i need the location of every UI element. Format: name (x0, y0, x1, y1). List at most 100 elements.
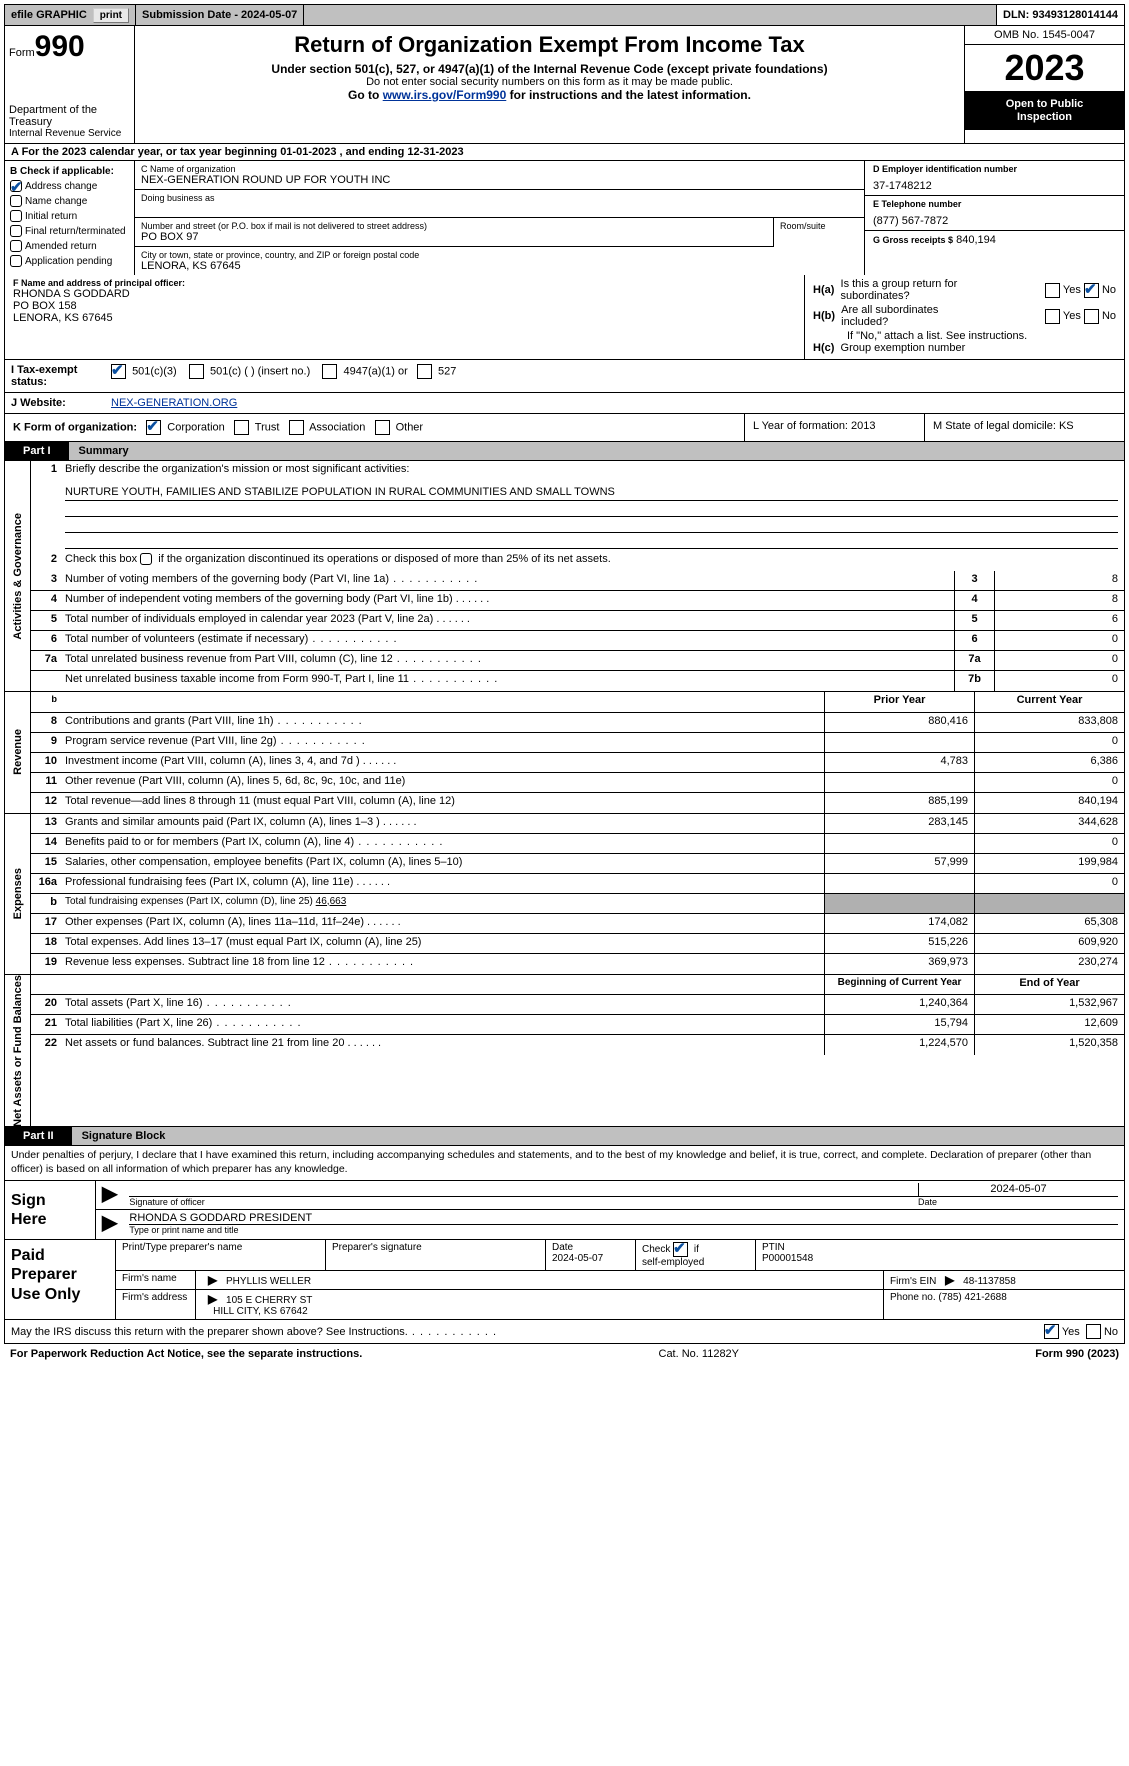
chk-final-return[interactable]: Final return/terminated (10, 224, 129, 239)
rev-line12: Total revenue—add lines 8 through 11 (mu… (61, 793, 824, 813)
part-i-tag: Part I (5, 442, 69, 460)
exp-line14: Benefits paid to or for members (Part IX… (61, 834, 824, 853)
dba-row: Doing business as (135, 190, 864, 218)
phone-value: (877) 567-7872 (873, 209, 1116, 227)
part-ii-tag: Part II (5, 1127, 72, 1145)
header-mid: Return of Organization Exempt From Incom… (135, 26, 964, 143)
col-b-checkboxes: B Check if applicable: Address change Na… (5, 161, 135, 275)
print-button[interactable]: print (93, 8, 129, 23)
chk-other[interactable] (375, 420, 390, 435)
part-i-header: Part I Summary (4, 442, 1125, 461)
chk-trust[interactable] (234, 420, 249, 435)
pra-notice: For Paperwork Reduction Act Notice, see … (10, 1348, 362, 1360)
org-address: PO BOX 97 (141, 231, 767, 243)
form990-link[interactable]: www.irs.gov/Form990 (383, 88, 507, 102)
chk-527[interactable] (417, 364, 432, 379)
rev-line8: Contributions and grants (Part VIII, lin… (61, 713, 824, 732)
chk-amended-return[interactable]: Amended return (10, 239, 129, 254)
hb-no-checkbox[interactable] (1084, 309, 1099, 324)
firm-addr: ▶ 105 E CHERRY ST HILL CITY, KS 67642 (196, 1290, 884, 1319)
chk-corporation[interactable] (146, 420, 161, 435)
line5-text: Total number of individuals employed in … (61, 611, 954, 630)
efile-label: efile GRAPHIC print (5, 5, 136, 25)
preparer-name-lbl: Print/Type preparer's name (116, 1240, 326, 1270)
bal-line21: Total liabilities (Part X, line 26) (61, 1015, 824, 1034)
hdr-begin-year: Beginning of Current Year (824, 975, 974, 994)
firm-ein: Firm's EIN ▶ 48-1137858 (884, 1271, 1124, 1289)
row-j-website: J Website: NEX-GENERATION.ORG (4, 393, 1125, 414)
chk-discuss-yes[interactable] (1044, 1324, 1059, 1339)
arrow-icon: ▶ (96, 1210, 123, 1237)
part-ii-title: Signature Block (72, 1127, 1124, 1145)
chk-address-change[interactable]: Address change (10, 179, 129, 194)
section-bcdeg: B Check if applicable: Address change Na… (4, 161, 1125, 275)
row-l-formation: L Year of formation: 2013 (744, 414, 924, 441)
chk-association[interactable] (289, 420, 304, 435)
line3-text: Number of voting members of the governin… (61, 571, 954, 590)
col-c: C Name of organization NEX-GENERATION RO… (135, 161, 864, 275)
firm-name-lbl: Firm's name (116, 1271, 196, 1289)
chk-discuss-no[interactable] (1086, 1324, 1101, 1339)
chk-self-employed[interactable] (673, 1242, 688, 1257)
website-link[interactable]: NEX-GENERATION.ORG (111, 397, 237, 409)
col-h-group: H(a) Is this a group return forsubordina… (804, 275, 1124, 359)
open-to-public: Open to PublicInspection (965, 92, 1124, 130)
line2-text: Check this box if the organization disco… (61, 551, 1124, 571)
ein-row: D Employer identification number 37-1748… (865, 161, 1124, 196)
dln: DLN: 93493128014144 (997, 5, 1124, 25)
line-a-tax-year: A For the 2023 calendar year, or tax yea… (4, 144, 1125, 161)
line4-val: 8 (994, 591, 1124, 610)
submission-date: Submission Date - 2024-05-07 (136, 5, 304, 25)
col-f-officer: F Name and address of principal officer:… (5, 275, 804, 359)
part-ii-header: Part II Signature Block (4, 1127, 1125, 1146)
topbar-spacer (304, 5, 997, 25)
bal-line22: Net assets or fund balances. Subtract li… (61, 1035, 824, 1055)
chk-discontinued[interactable] (140, 553, 152, 565)
hb-yes-checkbox[interactable] (1045, 309, 1060, 324)
header-left: Form990 Department of the Treasury Inter… (5, 26, 135, 143)
line7b-text: Net unrelated business taxable income fr… (61, 671, 954, 691)
chk-501c3[interactable] (111, 364, 126, 379)
officer-addr2: LENORA, KS 67645 (13, 312, 796, 324)
arrow-icon: ▶ (96, 1181, 123, 1209)
line5-val: 6 (994, 611, 1124, 630)
officer-addr1: PO BOX 158 (13, 300, 796, 312)
top-bar: efile GRAPHIC print Submission Date - 20… (4, 4, 1125, 26)
irs-label: Internal Revenue Service (9, 128, 130, 139)
line7a-text: Total unrelated business revenue from Pa… (61, 651, 954, 670)
chk-initial-return[interactable]: Initial return (10, 209, 129, 224)
row-i-tax-status: I Tax-exempt status: 501(c)(3) 501(c) ( … (4, 360, 1125, 393)
line6-val: 0 (994, 631, 1124, 650)
ein-value: 37-1748212 (873, 174, 1116, 192)
page-footer: For Paperwork Reduction Act Notice, see … (4, 1344, 1125, 1364)
vlabel-expenses: Expenses (5, 814, 31, 974)
form-title: Return of Organization Exempt From Incom… (145, 32, 954, 58)
vlabel-governance: Activities & Governance (5, 461, 31, 691)
ha-no-checkbox[interactable] (1084, 283, 1099, 298)
rev-line11: Other revenue (Part VIII, column (A), li… (61, 773, 824, 792)
preparer-sig-lbl: Preparer's signature (326, 1240, 546, 1270)
org-city: LENORA, KS 67645 (141, 260, 858, 272)
preparer-self-emp: Check ifself-employed (636, 1240, 756, 1270)
col-deg: D Employer identification number 37-1748… (864, 161, 1124, 275)
chk-name-change[interactable]: Name change (10, 194, 129, 209)
mission-text: NURTURE YOUTH, FAMILIES AND STABILIZE PO… (31, 481, 1124, 551)
sect-revenue: Revenue bPrior YearCurrent Year 8Contrib… (4, 692, 1125, 814)
hdr-current-year: Current Year (974, 692, 1124, 712)
city-row: City or town, state or province, country… (135, 247, 864, 275)
omb-number: OMB No. 1545-0047 (965, 26, 1124, 45)
gross-receipts-value: 840,194 (956, 234, 996, 246)
section-fh: F Name and address of principal officer:… (4, 275, 1125, 360)
chk-application-pending[interactable]: Application pending (10, 254, 129, 269)
line1-label: Briefly describe the organization's miss… (61, 461, 1124, 481)
row-k-form-org: K Form of organization: Corporation Trus… (5, 414, 744, 441)
form-header: Form990 Department of the Treasury Inter… (4, 26, 1125, 144)
chk-4947[interactable] (322, 364, 337, 379)
firm-addr-lbl: Firm's address (116, 1290, 196, 1319)
chk-501c[interactable] (189, 364, 204, 379)
ha-yes-checkbox[interactable] (1045, 283, 1060, 298)
line6-text: Total number of volunteers (estimate if … (61, 631, 954, 650)
line4-text: Number of independent voting members of … (61, 591, 954, 610)
hdr-end-year: End of Year (974, 975, 1124, 994)
paid-preparer-label: PaidPreparerUse Only (5, 1240, 115, 1319)
